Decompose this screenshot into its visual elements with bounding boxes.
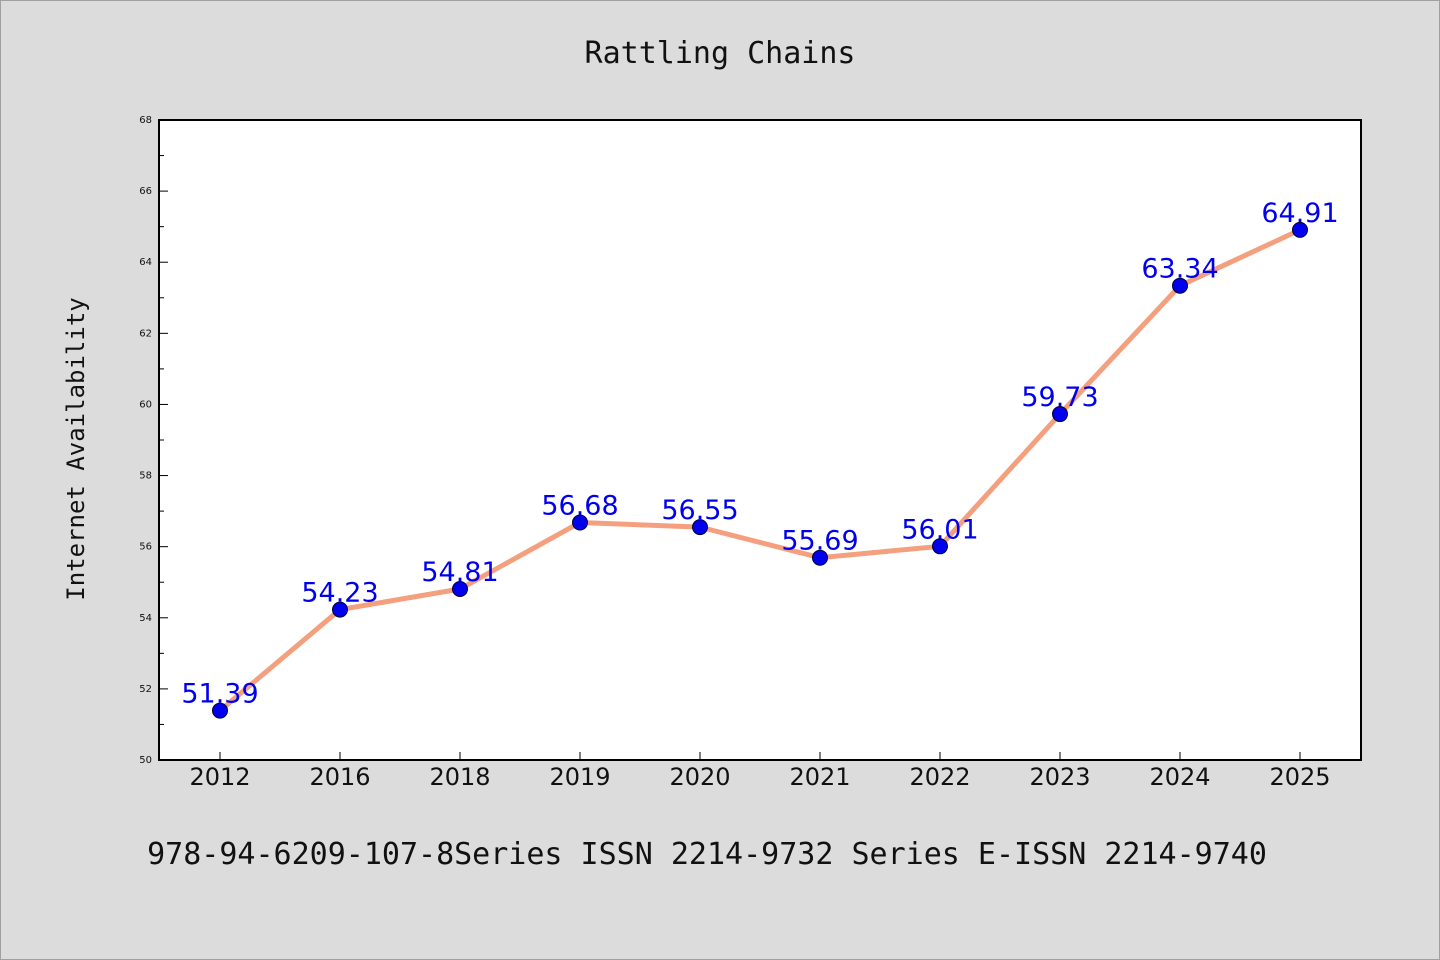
data-label: 55.69	[781, 526, 858, 557]
y-tick-label: 58	[139, 471, 152, 482]
data-label: 59.73	[1021, 382, 1098, 413]
data-label: 56.55	[661, 495, 738, 526]
data-point	[1292, 221, 1308, 238]
x-tick-label: 2021	[789, 763, 850, 791]
plot-area	[158, 119, 1362, 761]
y-tick-label: 64	[139, 257, 152, 268]
data-label: 56.01	[901, 514, 978, 545]
data-label: 54.23	[301, 578, 378, 609]
data-point	[332, 601, 348, 618]
x-tick-label: 2016	[309, 763, 370, 791]
x-tick-label: 2024	[1149, 763, 1210, 791]
x-tick-label: 2018	[429, 763, 490, 791]
x-tick-label: 2025	[1269, 763, 1330, 791]
y-tick-label: 52	[139, 684, 152, 695]
x-tick-label: 2020	[669, 763, 730, 791]
chart-title: Rattling Chains	[585, 36, 856, 71]
y-tick-label: 62	[139, 328, 152, 339]
y-axis-label: Internet Availability	[62, 297, 90, 600]
y-tick-label: 56	[139, 542, 152, 553]
series-line	[217, 227, 1303, 714]
x-tick-label: 2022	[909, 763, 970, 791]
data-label: 63.34	[1141, 254, 1218, 285]
data-point	[1052, 406, 1068, 423]
x-tick-label: 2023	[1029, 763, 1090, 791]
data-point	[452, 580, 468, 597]
y-tick-label: 54	[139, 613, 152, 624]
data-label: 51.39	[181, 679, 258, 710]
x-tick-label: 2012	[189, 763, 250, 791]
x-tick-label: 2019	[549, 763, 610, 791]
data-label: 56.68	[541, 490, 618, 521]
data-point	[1172, 277, 1188, 294]
data-label: 64.91	[1261, 198, 1338, 229]
y-tick-label: 66	[139, 186, 152, 197]
data-point	[932, 538, 948, 555]
data-point	[572, 514, 588, 531]
footer-text: 978-94-6209-107-8Series ISSN 2214-9732 S…	[147, 837, 1267, 872]
data-label: 54.81	[421, 557, 498, 588]
data-point	[812, 549, 828, 566]
y-tick-label: 68	[139, 115, 152, 126]
data-point	[212, 702, 228, 719]
data-point	[692, 519, 708, 536]
y-tick-label: 50	[139, 755, 152, 766]
y-tick-label: 60	[139, 399, 152, 410]
